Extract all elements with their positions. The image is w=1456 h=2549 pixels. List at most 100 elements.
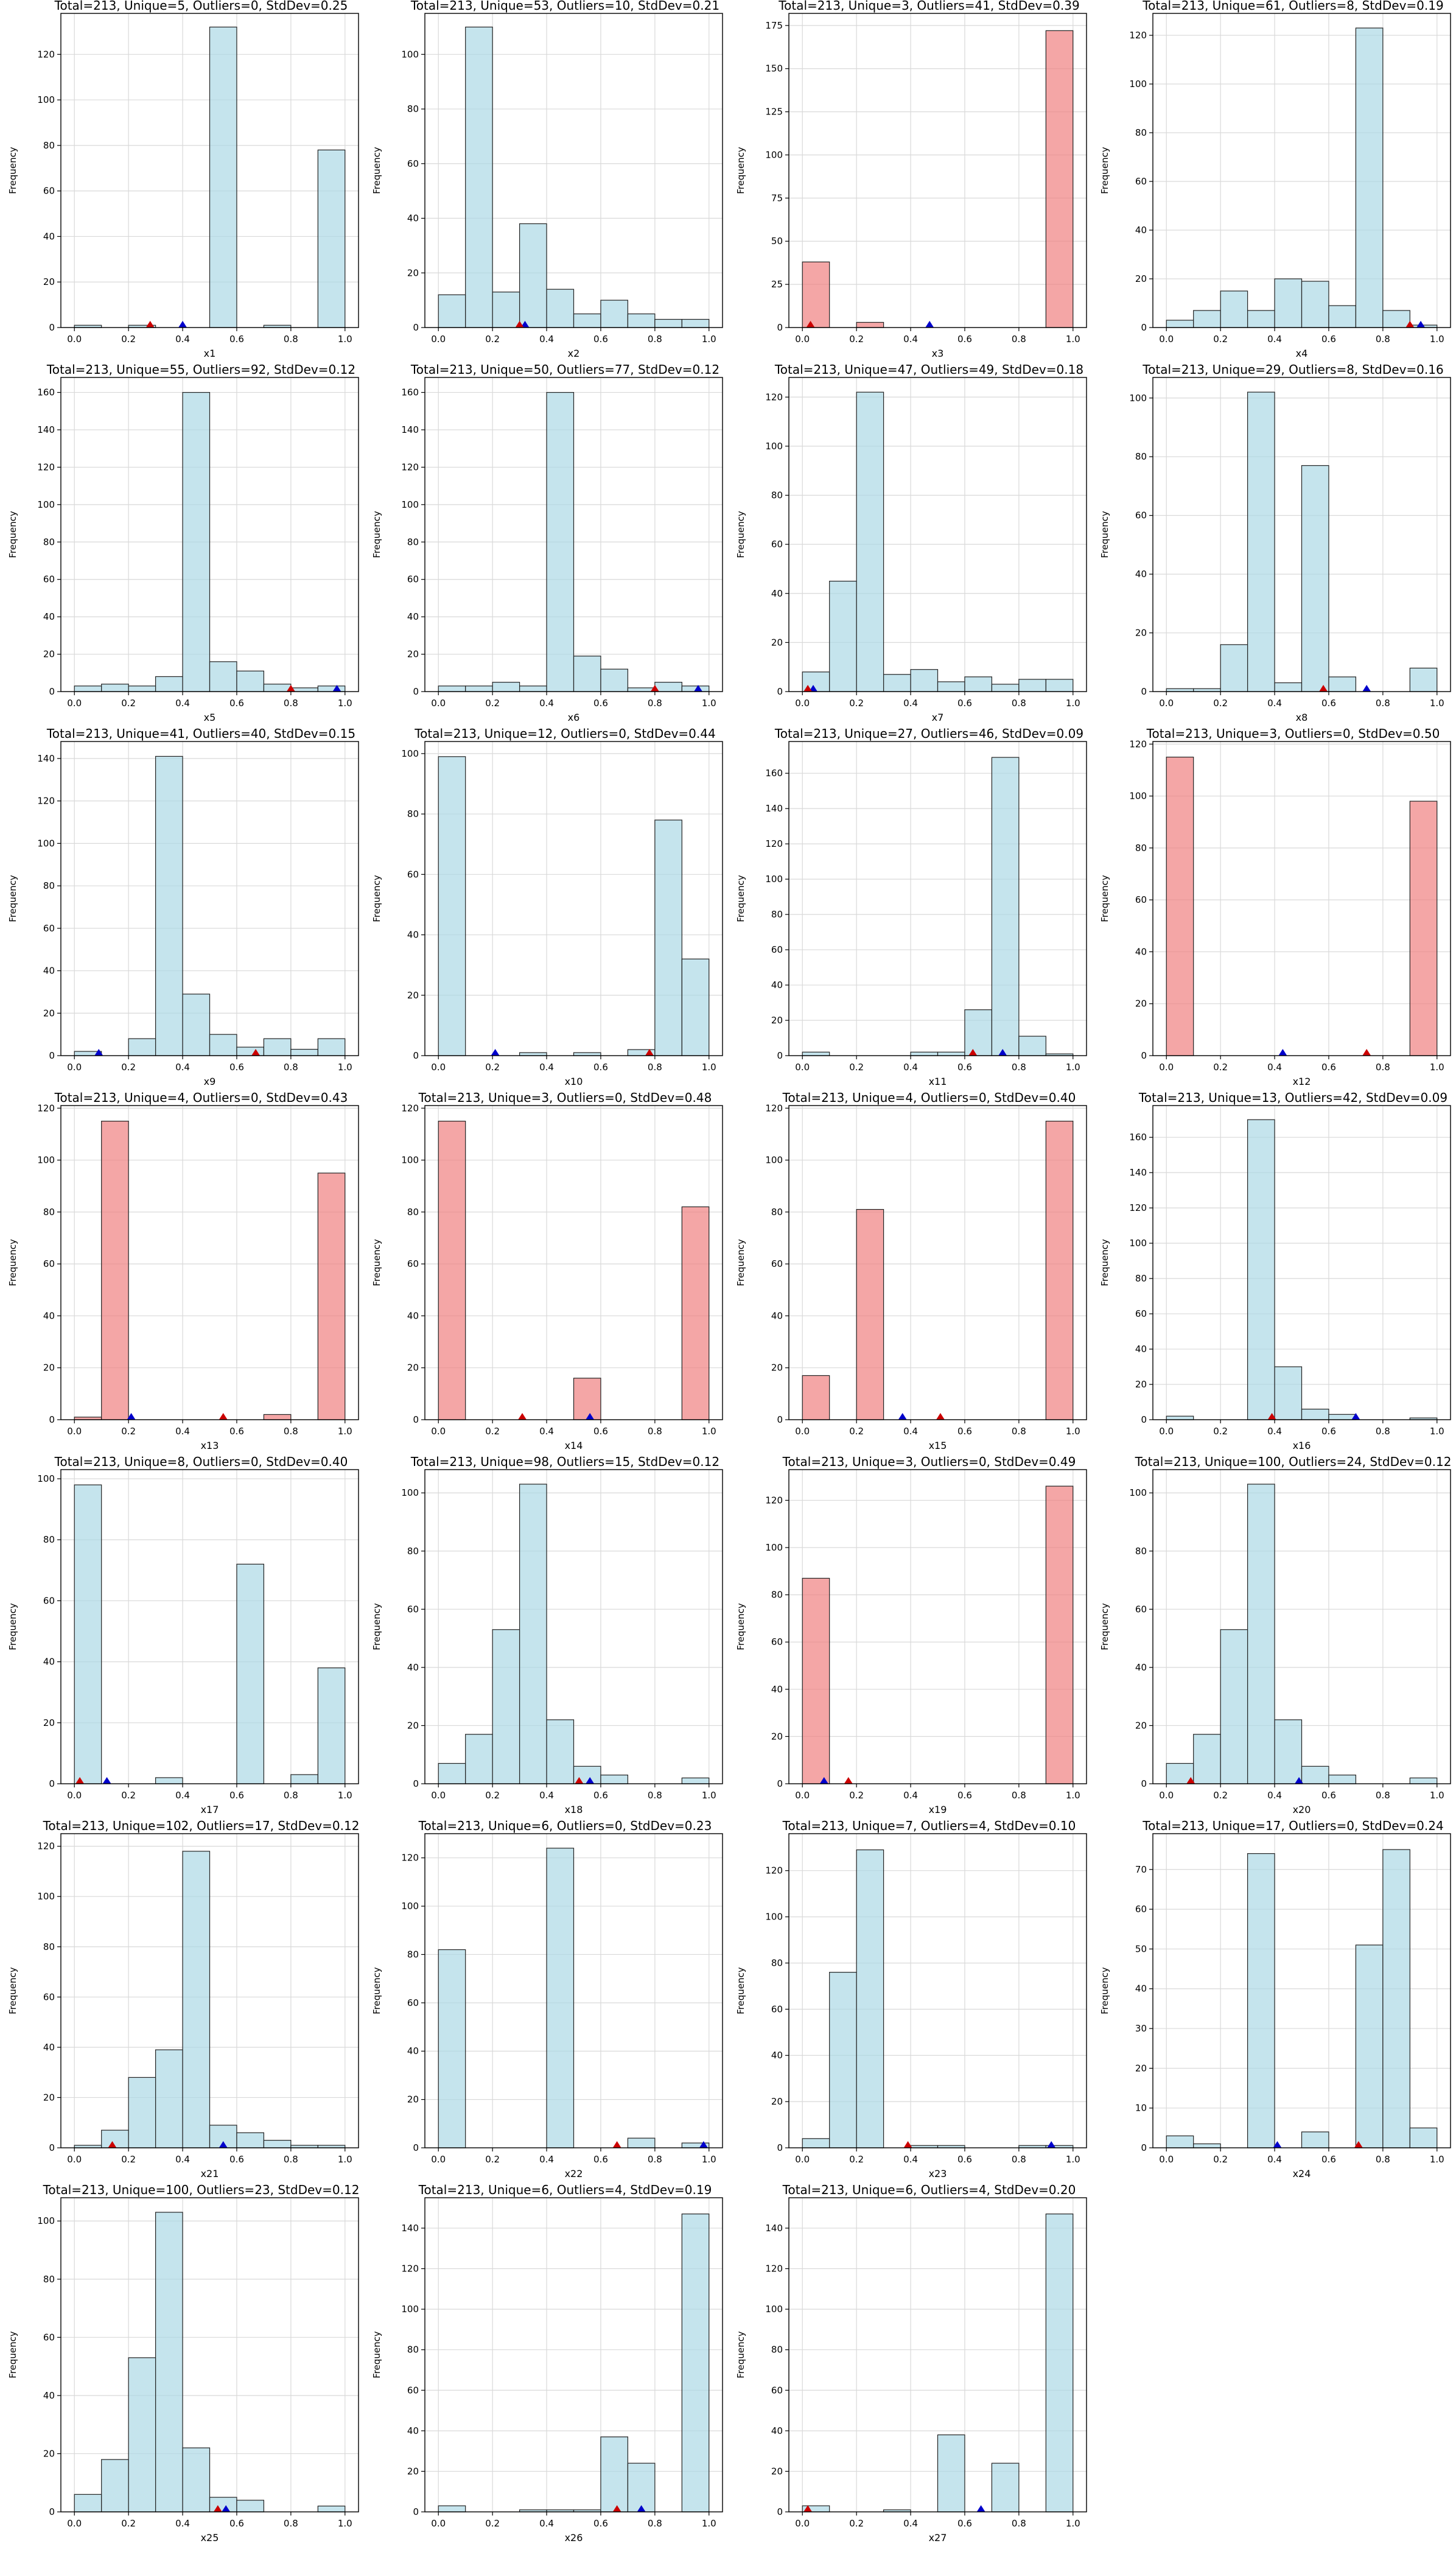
histogram-bar <box>263 684 292 692</box>
histogram-svg: 0.0 0.2 0.4 0.6 0.8 1.0 0 20 40 60 80 100 Total=213,… <box>371 1456 723 1815</box>
y-tick-label: 80 <box>43 2274 55 2285</box>
histogram-svg: 0.0 0.2 0.4 0.6 0.8 1.0020406080100120Total=2… <box>7 0 359 359</box>
x-tick-label: 0.6 <box>957 1062 972 1073</box>
x-tick-label: 0.8 <box>284 1790 298 1801</box>
bars <box>1166 1849 1438 2148</box>
x-tick-label: 0.8 <box>648 2154 662 2165</box>
histogram-bar <box>438 1120 466 1420</box>
histogram-bar <box>1301 1765 1329 1784</box>
x-tick-label: 0.6 <box>593 2154 608 2165</box>
x-tick-label: 1.0 <box>702 2154 716 2165</box>
histogram-bar <box>1328 1775 1357 1784</box>
histogram-bar <box>937 1051 965 1056</box>
y-tick-label: 80 <box>43 140 55 151</box>
x-tick-label: 0.8 <box>1012 334 1026 345</box>
x-tick-label: 0.0 <box>67 698 82 709</box>
y-tick-label: 40 <box>43 2390 55 2401</box>
chart-title: Total=213, Unique=29, Outliers=8, StdDev… <box>1142 364 1443 377</box>
y-tick-label: 100 <box>401 499 419 510</box>
histogram-panel-x18: 0.0 0.2 0.4 0.6 0.8 1.0 0 20 40 60 80 100 Total=213,… <box>364 1456 728 1820</box>
histogram-panel-x3: 0.0 0.2 0.4 0.6 0.8 1.0 0 25 50 75 100 125 150 175 Tot… <box>728 0 1092 364</box>
y-tick-label: 175 <box>765 20 783 31</box>
x-tick-label: 1.0 <box>1430 1426 1444 1437</box>
axes-frame <box>1152 1833 1451 2148</box>
chart-title: Total=213, Unique=100, Outliers=24, StdD… <box>1135 1456 1452 1469</box>
x-tick-label: 0.2 <box>485 334 500 345</box>
y-tick-label: 60 <box>1135 1604 1147 1615</box>
y-tick-label: 60 <box>43 923 55 934</box>
y-tick-label: 0 <box>413 1778 419 1789</box>
histogram-panel-x8: 0.0 0.2 0.4 0.6 0.8 1.0 0 20 40 60 80 100 Total=213,… <box>1092 364 1456 728</box>
y-axis-label: Frequency <box>7 1603 18 1650</box>
x-axis-label: x10 <box>565 1076 583 1087</box>
y-tick-label: 40 <box>771 2425 783 2436</box>
histogram-bar <box>155 676 183 692</box>
x-tick-label: 0.6 <box>229 698 244 709</box>
x-tick-label: 1.0 <box>702 1790 716 1801</box>
y-tick-label: 20 <box>1135 998 1147 1009</box>
histogram-bar <box>1328 676 1357 692</box>
y-tick-label: 60 <box>771 944 783 955</box>
x-tick-label: 0.8 <box>1012 1062 1026 1073</box>
histogram-bar <box>654 318 682 328</box>
x-tick-label: 0.4 <box>175 698 190 709</box>
histogram-bar <box>600 2436 629 2512</box>
blue-marker <box>925 321 934 328</box>
y-tick-label: 50 <box>1135 1943 1147 1954</box>
y-tick-label: 100 <box>1129 1238 1147 1249</box>
y-tick-label: 20 <box>407 2466 419 2477</box>
x-tick-label: 0.8 <box>1376 1790 1390 1801</box>
histogram-bar <box>1328 1414 1357 1420</box>
axes-frame <box>424 13 723 328</box>
histogram-svg: 0.0 0.2 0.4 0.6 0.8 1.0 0 20 40 60 80 100 120 140 160 T… <box>735 728 1087 1087</box>
y-tick-label: 100 <box>401 1901 419 1912</box>
y-tick-label: 0 <box>49 2506 55 2517</box>
histogram-bar <box>681 318 710 328</box>
chart-title: Total=213, Unique=3, Outliers=0, StdDev=… <box>782 1456 1076 1469</box>
x-tick-label: 0.0 <box>795 334 810 345</box>
y-axis-label: Frequency <box>1099 147 1110 194</box>
histogram-svg: 0.0 0.2 0.4 0.6 0.8 1.0 0 20 40 60 80 100 120 140 Tota… <box>7 728 359 1087</box>
x-axis-label: x9 <box>204 1076 216 1087</box>
histogram-bar <box>209 1034 237 1056</box>
y-tick-label: 0 <box>1141 1778 1147 1789</box>
y-tick-label: 160 <box>401 387 419 398</box>
histogram-panel-x17: 0.0 0.2 0.4 0.6 0.8 1.0 0 20 40 60 80 100 Total=213,… <box>0 1456 364 1820</box>
histogram-panel-x14: 0.0 0.2 0.4 0.6 0.8 1.0 0 20 40 60 80 100 120 Total=2… <box>364 1092 728 1456</box>
histogram-bar <box>465 685 493 692</box>
y-tick-label: 80 <box>407 103 419 114</box>
y-tick-label: 50 <box>771 236 783 247</box>
red-marker <box>650 685 659 692</box>
histogram-bar <box>573 1378 601 1420</box>
x-axis-label: x1 <box>204 348 216 359</box>
histogram-bar <box>937 681 965 692</box>
y-tick-label: 40 <box>771 588 783 599</box>
histogram-bar <box>802 1375 830 1420</box>
histogram-bar <box>654 682 682 692</box>
x-axis-label: x21 <box>201 2168 219 2179</box>
y-tick-label: 120 <box>37 1841 55 1852</box>
x-tick-label: 0.4 <box>175 2154 190 2165</box>
y-tick-label: 0 <box>413 1050 419 1061</box>
red-marker <box>806 321 815 328</box>
histogram-bar <box>519 685 547 692</box>
histogram-svg: 0.0 0.2 0.4 0.6 0.8 1.0020406080100120Total=2… <box>7 1092 359 1451</box>
y-tick-label: 120 <box>401 1853 419 1864</box>
bars <box>438 26 710 328</box>
histogram-bar <box>1301 465 1329 692</box>
x-tick-label: 0.0 <box>67 1426 82 1437</box>
y-tick-label: 60 <box>43 1595 55 1606</box>
histogram-svg: 0.0 0.2 0.4 0.6 0.8 1.0020406080100120Total=2… <box>371 1820 723 2179</box>
x-tick-label: 0.6 <box>957 698 972 709</box>
bars <box>74 2212 346 2512</box>
x-tick-label: 1.0 <box>1430 1062 1444 1073</box>
histogram-bar <box>1166 688 1194 692</box>
chart-title: Total=213, Unique=12, Outliers=0, StdDev… <box>414 728 715 741</box>
x-tick-label: 0.8 <box>648 698 662 709</box>
y-tick-label: 120 <box>765 838 783 849</box>
y-tick-label: 100 <box>401 748 419 759</box>
y-tick-label: 160 <box>1129 1132 1147 1143</box>
y-tick-label: 0 <box>413 686 419 697</box>
blue-marker <box>178 321 187 328</box>
